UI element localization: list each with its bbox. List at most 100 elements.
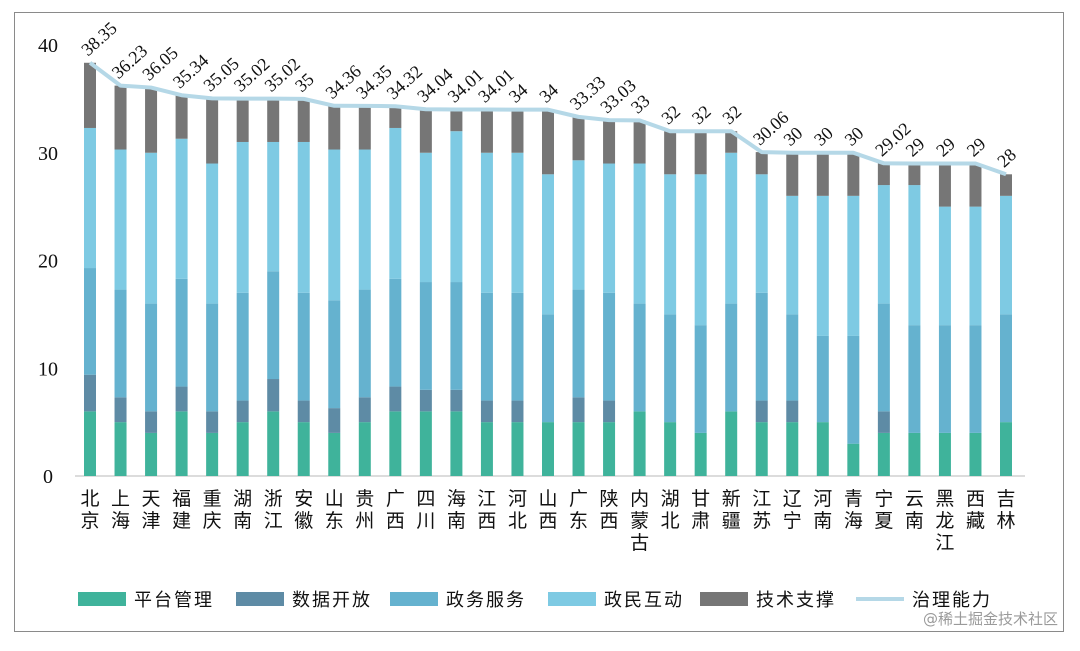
x-tick-label: 南 — [447, 510, 466, 532]
bar-segment-2 — [755, 400, 768, 423]
x-tick-label: 内 — [630, 488, 649, 510]
bar-segment-3 — [694, 325, 707, 433]
bar-segment-1 — [358, 422, 371, 476]
bar-segment-3 — [603, 292, 616, 401]
bar-segment-2 — [511, 400, 524, 423]
y-tick-label: 30 — [38, 143, 58, 165]
bar-segment-5 — [938, 163, 951, 207]
legend-swatch — [236, 592, 284, 606]
bar-segment-1 — [328, 432, 341, 476]
x-tick-label: 徽 — [294, 510, 313, 532]
bar-segment-1 — [450, 411, 463, 476]
bar-segment-3 — [938, 325, 951, 433]
bar-segment-2 — [389, 386, 402, 412]
bar-segment-3 — [419, 282, 432, 390]
x-tick-label: 安 — [294, 488, 313, 510]
bar-segment-1 — [755, 422, 768, 476]
legend-label: 政民互动 — [604, 590, 684, 611]
x-tick-label: 蒙 — [630, 510, 649, 532]
x-tick-label: 湖 — [661, 488, 680, 510]
legend-label: 技术支撑 — [756, 590, 836, 611]
y-tick-label: 20 — [38, 251, 58, 273]
bar-segment-5 — [847, 152, 860, 196]
bar-segment-1 — [511, 422, 524, 476]
y-tick-label: 10 — [38, 358, 58, 380]
x-tick-label: 海 — [844, 510, 863, 532]
bar-segment-2 — [114, 397, 127, 423]
bar-segment-1 — [908, 432, 921, 476]
bar-segment-2 — [145, 411, 158, 433]
x-tick-label: 四 — [416, 488, 435, 510]
data-label: 29 — [963, 134, 990, 161]
bar-segment-2 — [328, 408, 341, 433]
bar-segment-2 — [175, 386, 188, 412]
bar-segment-1 — [267, 411, 280, 476]
x-tick-label: 东 — [325, 510, 344, 532]
bar-segment-2 — [297, 400, 310, 423]
bar-segment-1 — [480, 422, 493, 476]
x-tick-label: 北 — [508, 510, 527, 532]
bar-segment-5 — [969, 163, 982, 207]
bar-segment-4 — [816, 195, 829, 336]
x-tick-label: 海 — [111, 510, 130, 532]
bar-segment-5 — [755, 152, 768, 175]
bar-segment-3 — [114, 289, 127, 398]
bar-segment-4 — [175, 138, 188, 279]
bar-segment-1 — [572, 422, 585, 476]
bar-segment-1 — [725, 411, 738, 476]
bar-segment-5 — [786, 152, 799, 196]
x-tick-label: 南 — [233, 510, 252, 532]
bar-segment-4 — [542, 174, 554, 315]
bar-segment-1 — [84, 411, 96, 476]
legend-swatch — [390, 592, 438, 606]
bar-segment-4 — [114, 149, 127, 290]
x-tick-label: 吉 — [996, 488, 1015, 510]
bar-segment-3 — [847, 335, 860, 444]
bar-segment-4 — [603, 163, 616, 293]
bar-segment-4 — [206, 163, 219, 304]
bar-segment-2 — [419, 389, 432, 412]
data-label: 34 — [535, 80, 562, 107]
bar-segment-5 — [572, 116, 585, 161]
data-label: 28 — [993, 144, 1020, 171]
bar-segment-4 — [267, 141, 280, 272]
bar-segment-3 — [450, 282, 463, 390]
bar-segment-5 — [603, 120, 616, 164]
x-tick-label: 古 — [630, 532, 649, 554]
legend-swatch — [548, 592, 596, 606]
x-tick-label: 河 — [508, 488, 527, 510]
bar-segment-4 — [633, 163, 646, 304]
x-tick-label: 苏 — [752, 510, 771, 532]
x-tick-label: 江 — [935, 532, 954, 554]
x-tick-label: 江 — [752, 488, 771, 510]
bar-segment-5 — [419, 109, 432, 153]
bar-segment-4 — [725, 152, 738, 304]
bar-segment-5 — [358, 105, 371, 150]
x-tick-label: 庆 — [203, 510, 222, 532]
x-tick-label: 新 — [722, 488, 741, 510]
bar-segment-5 — [145, 87, 158, 153]
bar-segment-5 — [236, 98, 249, 142]
x-tick-label: 津 — [142, 510, 161, 532]
x-tick-label: 西 — [600, 510, 619, 532]
bar-segment-2 — [480, 400, 493, 423]
bar-segment-4 — [786, 195, 799, 315]
legend-swatch — [78, 592, 126, 606]
legend-label: 治理能力 — [912, 590, 992, 611]
bar-segment-5 — [816, 152, 829, 196]
bar-segment-1 — [816, 422, 829, 476]
bar-segment-4 — [938, 206, 951, 326]
bar-segment-5 — [511, 109, 524, 153]
bar-segment-3 — [725, 303, 738, 412]
x-tick-label: 肃 — [691, 510, 710, 532]
bar-segment-5 — [84, 62, 96, 128]
bar-segment-3 — [389, 278, 402, 387]
x-tick-label: 江 — [264, 510, 283, 532]
bar-segment-1 — [877, 432, 890, 476]
bar-segment-1 — [297, 422, 310, 476]
x-tick-label: 东 — [569, 510, 588, 532]
x-tick-label: 州 — [355, 510, 374, 532]
bar-segment-1 — [389, 411, 402, 476]
bar-segment-5 — [664, 131, 677, 175]
